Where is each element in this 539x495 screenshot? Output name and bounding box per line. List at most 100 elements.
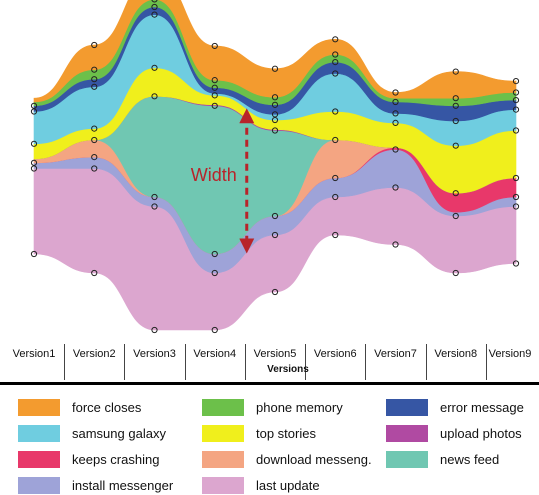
data-point [512,78,520,85]
data-point [512,97,520,104]
data-point [91,136,98,144]
data-point [512,260,520,267]
data-point [271,65,279,72]
data-point [151,326,158,334]
data-point [91,125,98,132]
data-point [332,108,339,115]
legend-label: samsung galaxy [72,425,166,441]
x-tick-label: Version2 [72,348,116,360]
data-point [91,41,98,49]
data-point [392,146,399,153]
legend-label: install messenger [72,477,174,493]
legend-label: error message [440,399,524,415]
legend-item: upload photos [386,423,522,443]
x-tick-label: Version9 [488,348,532,360]
data-point [392,89,399,96]
data-point [512,174,520,182]
data-point [211,84,218,91]
legend-swatch [18,450,60,468]
data-point [151,3,158,11]
data-point [211,102,218,109]
data-point [151,203,158,210]
x-tick-label: Version5 [253,348,297,360]
data-point [452,95,459,102]
data-point [91,154,98,161]
x-tick-separator [425,344,427,380]
legend-item: phone memory [202,397,343,417]
data-point [211,250,218,258]
data-point [271,288,279,296]
data-point [91,76,98,83]
data-point [452,68,459,75]
legend-item: download messeng. [202,449,372,469]
data-point [512,203,520,210]
data-point [151,193,158,201]
x-tick-separator [124,344,126,380]
legend-swatch [18,476,60,494]
data-point [452,190,459,197]
streamgraph: Width [30,0,520,334]
data-point [332,136,339,144]
legend-swatch [202,398,244,416]
stream-layers [33,0,517,331]
x-tick-label: Version6 [313,348,357,360]
data-point [91,165,98,172]
legend-item: news feed [386,449,499,469]
data-point [271,101,279,108]
width-annotation: Width [191,108,255,254]
legend-swatch [386,398,428,416]
data-point [91,66,98,73]
data-point [332,231,339,239]
data-point [332,36,339,43]
legend-label: download messeng. [256,451,372,467]
legend-swatch [18,398,60,416]
x-tick-label: Version7 [374,348,417,360]
legend-item: samsung galaxy [18,423,166,443]
data-point [392,184,399,191]
data-point [211,326,218,334]
legend-swatch [202,450,244,468]
legend-label: force closes [72,399,142,415]
legend-label: news feed [440,451,500,467]
data-point [332,59,339,66]
data-point [392,241,399,248]
data-point [271,94,279,101]
legend-label: upload photos [440,425,522,441]
data-point [271,212,279,220]
data-point [512,89,520,96]
layer-force-closes [33,0,517,103]
x-tick-separator [365,344,367,380]
data-point [332,193,339,201]
data-point [452,212,459,220]
data-point [91,83,98,90]
data-point [211,42,218,50]
data-point [151,64,158,71]
x-tick-label: Version3 [133,348,176,360]
legend-swatch [18,424,60,442]
data-point [211,269,218,277]
x-tick-separator [244,344,246,380]
legend-item: last update [202,475,320,495]
data-point [30,102,38,109]
data-point [211,77,218,84]
x-tick-separator [485,344,487,380]
legend-item: keeps crashing [18,449,159,469]
x-tick-label: Version8 [434,348,478,360]
x-tick-label: Version1 [12,348,56,360]
data-point [271,127,279,134]
legend-label: top stories [256,425,316,441]
stream-points [30,0,520,334]
data-point [30,250,38,258]
data-point [512,106,520,113]
x-tick-separator [305,344,307,380]
data-point [452,142,459,149]
data-point [512,127,520,134]
legend-swatch [202,424,244,442]
x-tick-label: Version4 [193,348,237,360]
legend-label: last update [256,477,320,493]
data-point [151,0,158,3]
data-point [392,119,399,127]
width-label: Width [191,165,237,185]
legend-label: phone memory [256,399,343,415]
data-point [271,231,279,239]
